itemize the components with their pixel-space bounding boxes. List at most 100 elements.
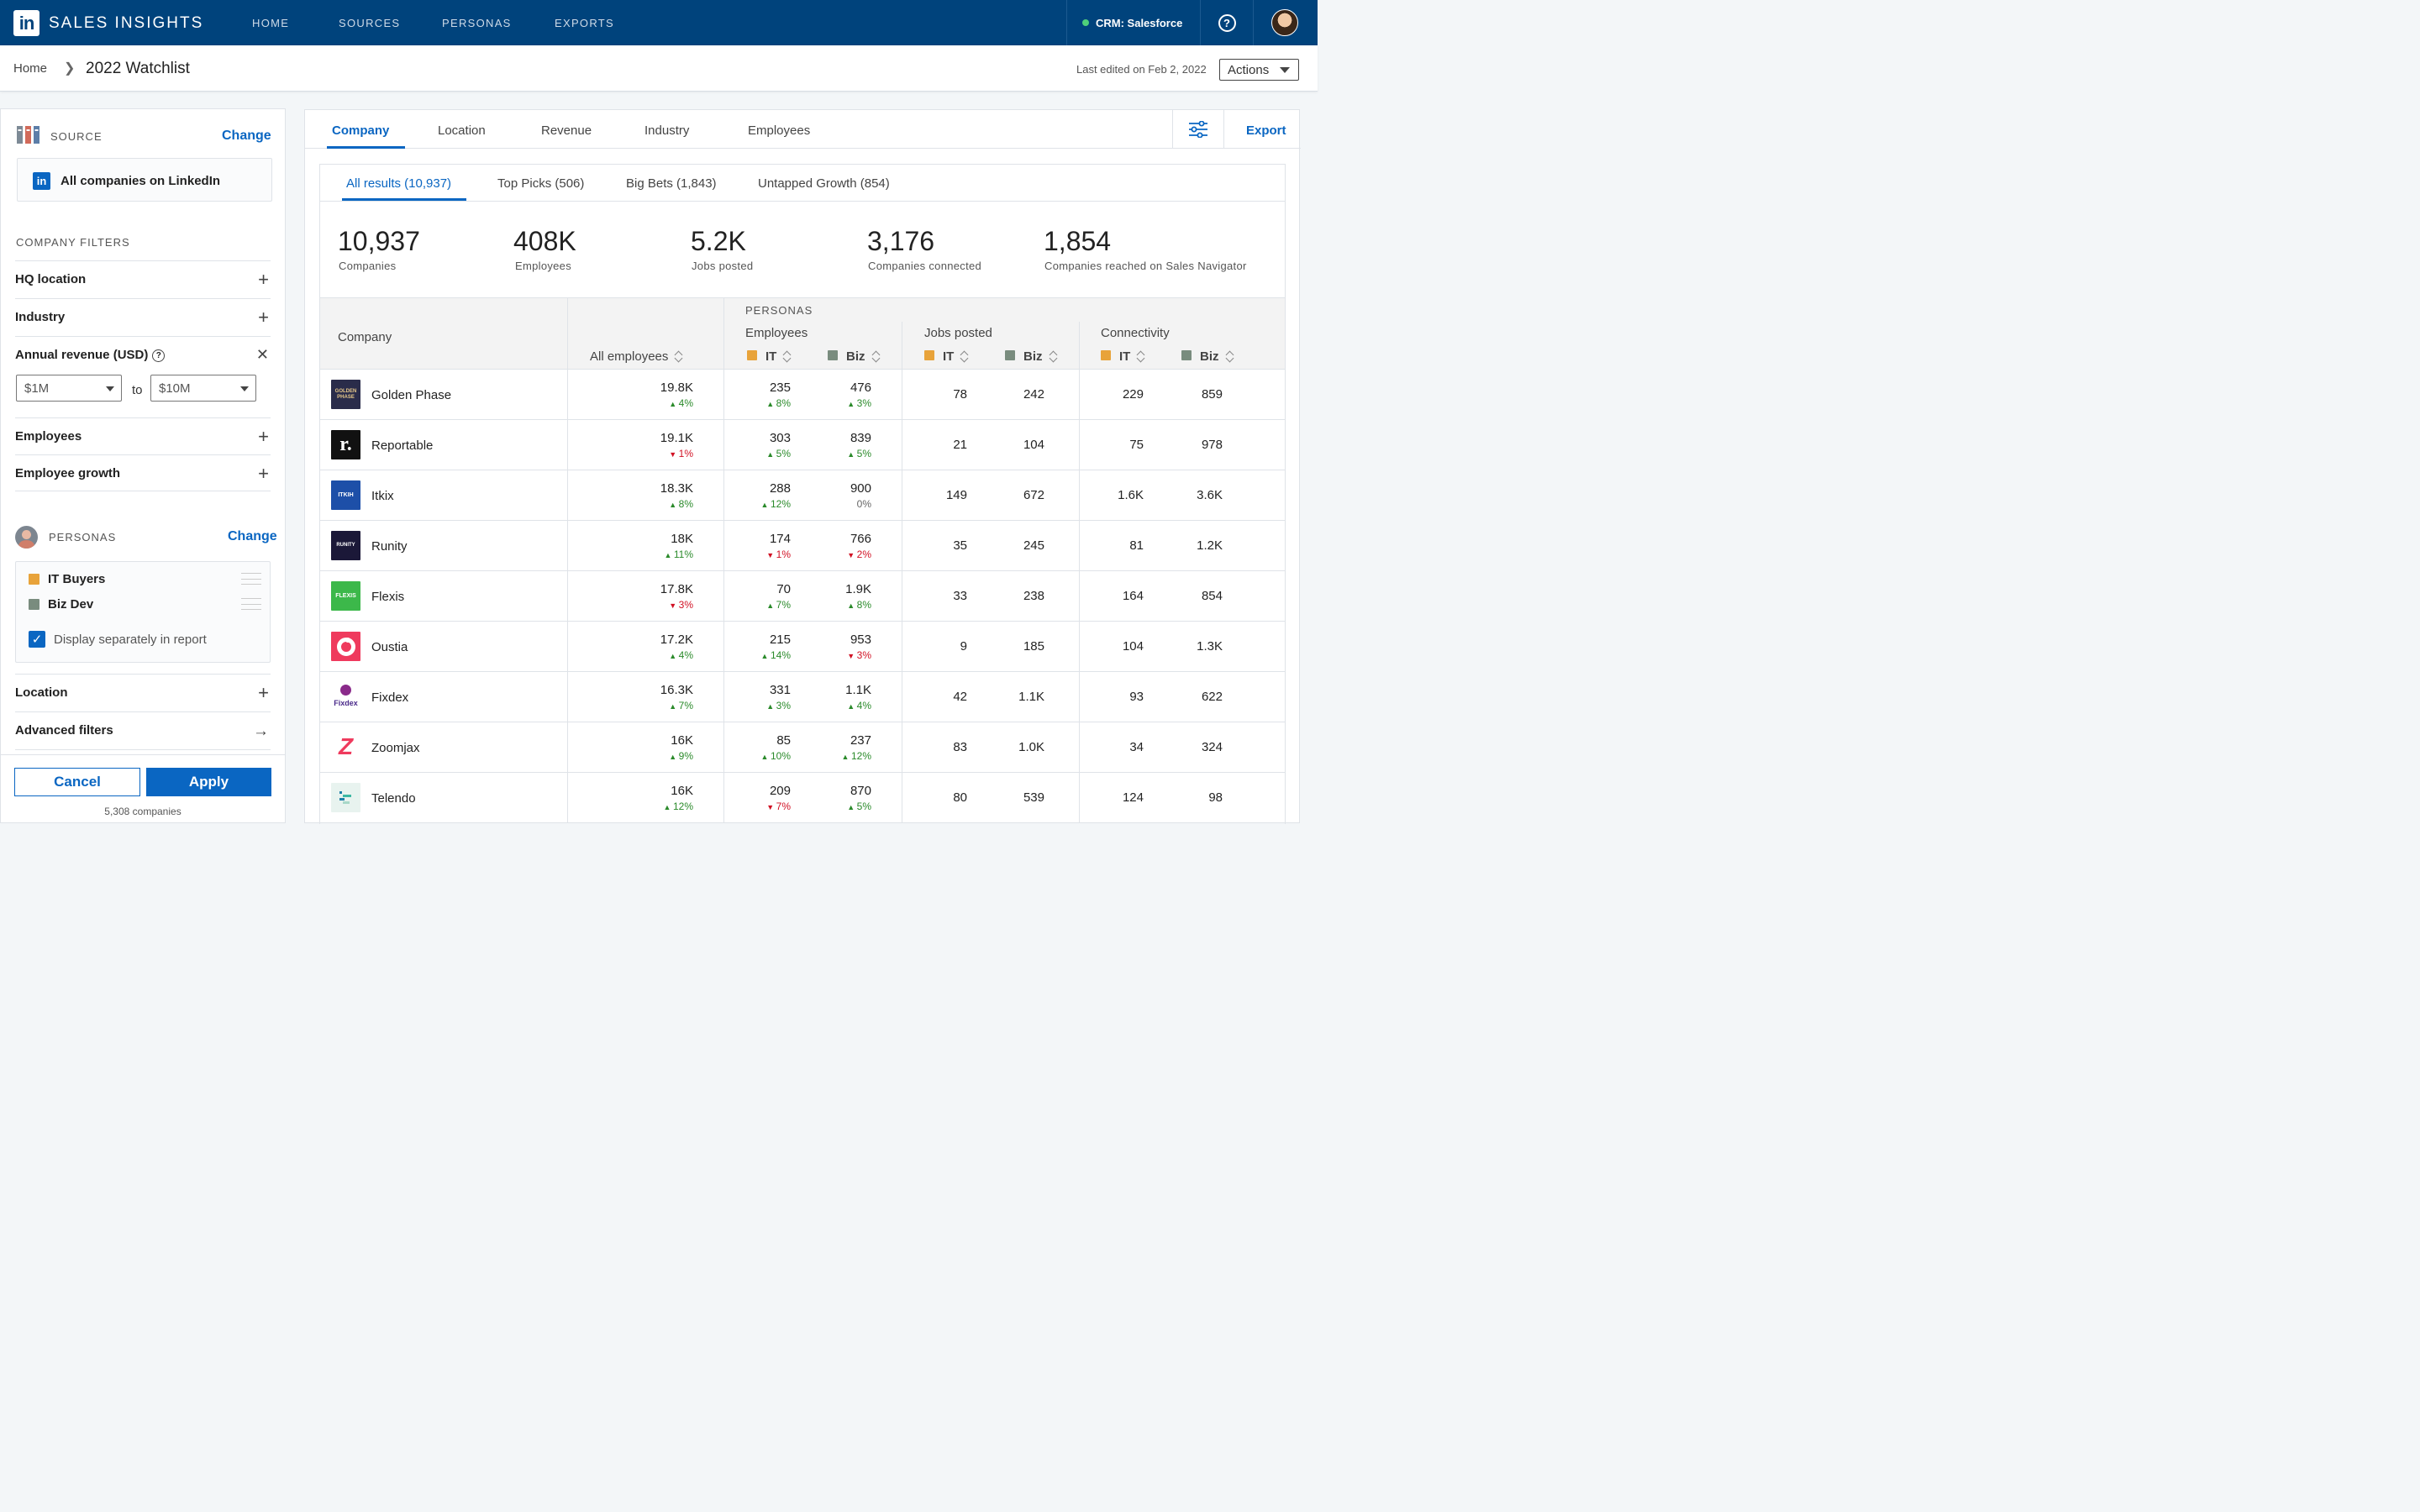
close-icon[interactable]: ✕ xyxy=(255,346,269,363)
top-bar: in SALES INSIGHTS HOME SOURCES PERSONAS … xyxy=(0,0,1318,45)
actions-dropdown[interactable]: Actions xyxy=(1219,59,1299,81)
tab-industry[interactable]: Industry xyxy=(644,123,690,138)
sort-icon[interactable] xyxy=(1137,349,1145,363)
subtab-big-bets[interactable]: Big Bets (1,843) xyxy=(626,176,717,191)
company-name[interactable]: Fixdex xyxy=(371,690,409,705)
connectivity-biz-value: 1.3K xyxy=(1197,639,1223,654)
subtab-top-picks[interactable]: Top Picks (506) xyxy=(497,176,585,191)
source-change-link[interactable]: Change xyxy=(222,129,271,143)
persona-it-buyers[interactable]: IT Buyers xyxy=(29,572,105,586)
stat-navigator-value: 1,854 xyxy=(1044,226,1112,256)
jobs-group-header: Jobs posted xyxy=(924,326,992,340)
subtab-all-results[interactable]: All results (10,937) xyxy=(346,176,452,191)
caret-down-icon xyxy=(240,386,249,391)
filter-location[interactable]: Location + xyxy=(15,674,271,712)
divider xyxy=(1079,420,1080,470)
col-company[interactable]: Company xyxy=(338,330,392,344)
filter-advanced[interactable]: Advanced filters → xyxy=(15,711,271,750)
export-button[interactable]: Export xyxy=(1246,123,1286,138)
source-icon xyxy=(17,126,39,144)
employees-biz-delta: 0% xyxy=(857,498,871,510)
plus-icon[interactable]: + xyxy=(258,463,269,484)
col-employees-biz[interactable]: Biz xyxy=(828,349,881,364)
company-name[interactable]: Itkix xyxy=(371,489,394,503)
cancel-button[interactable]: Cancel xyxy=(14,768,140,796)
apply-button[interactable]: Apply xyxy=(146,768,271,796)
plus-icon[interactable]: + xyxy=(258,307,269,328)
sort-icon[interactable] xyxy=(1226,349,1234,363)
nav-home[interactable]: HOME xyxy=(252,17,290,29)
col-connectivity-biz[interactable]: Biz xyxy=(1181,349,1234,364)
nav-personas[interactable]: PERSONAS xyxy=(442,17,512,29)
table-row[interactable]: FLEXIS Flexis 17.8K ▼ 3% 70 ▲ 7% 1.9K ▲ 8% 33 238… xyxy=(320,571,1285,622)
filter-industry[interactable]: Industry + xyxy=(15,298,271,335)
delta-value: 12% xyxy=(850,750,871,762)
filter-employee-growth[interactable]: Employee growth + xyxy=(15,454,271,491)
display-separately-checkbox[interactable]: ✓ xyxy=(29,631,45,648)
sort-icon[interactable] xyxy=(872,349,881,363)
divider xyxy=(1079,470,1080,521)
table-row[interactable]: RUNITY Runity 18K ▲ 11% 174 ▼ 1% 766 ▼ 2% 35 245 8… xyxy=(320,521,1285,571)
help-icon[interactable]: ? xyxy=(152,349,166,362)
linkedin-logo[interactable]: in xyxy=(13,10,39,36)
revenue-to-select[interactable]: $10M xyxy=(150,375,256,402)
divider xyxy=(723,722,724,773)
table-row[interactable]: Oustia 17.2K ▲ 4% 215 ▲ 14% 953 ▼ 3% 9 185 104 1.3… xyxy=(320,622,1285,672)
drag-handle-icon[interactable] xyxy=(241,573,261,585)
connectivity-it-value: 124 xyxy=(1122,790,1144,805)
stat-employees-label: Employees xyxy=(515,260,572,272)
divider xyxy=(567,470,568,521)
help-button[interactable]: ? xyxy=(1201,0,1254,45)
jobs-it-value: 9 xyxy=(960,639,967,654)
nav-exports[interactable]: EXPORTS xyxy=(555,17,614,29)
sort-icon[interactable] xyxy=(1050,349,1058,363)
sort-icon[interactable] xyxy=(675,349,683,363)
filter-employees[interactable]: Employees + xyxy=(15,417,271,454)
plus-icon[interactable]: + xyxy=(258,269,269,290)
col-label: Biz xyxy=(1023,349,1043,364)
company-name[interactable]: Zoomjax xyxy=(371,741,420,755)
stat-jobs-value: 5.2K xyxy=(691,226,746,256)
col-all-employees[interactable]: All employees xyxy=(590,349,683,364)
company-name[interactable]: Oustia xyxy=(371,640,408,654)
source-box[interactable]: in All companies on LinkedIn xyxy=(17,158,272,202)
sort-icon[interactable] xyxy=(960,349,969,363)
table-row[interactable]: Telendo 16K ▲ 12% 209 ▼ 7% 870 ▲ 5% 80 539 124 98 xyxy=(320,773,1285,823)
active-subtab-indicator xyxy=(342,198,466,201)
table-row[interactable]: r. Reportable 19.1K ▼ 1% 303 ▲ 5% 839 ▲ 5% 21 104… xyxy=(320,420,1285,470)
filter-hq-location[interactable]: HQ location + xyxy=(15,260,271,297)
col-employees-it[interactable]: IT xyxy=(747,349,792,364)
crm-status[interactable]: CRM: Salesforce xyxy=(1066,0,1201,45)
table-row[interactable]: Z Zoomjax 16K ▲ 9% 85 ▲ 10% 237 ▲ 12% 83 1.0K 34 32… xyxy=(320,722,1285,773)
plus-icon[interactable]: + xyxy=(258,682,269,703)
jobs-biz-value: 672 xyxy=(1023,488,1044,502)
company-name[interactable]: Flexis xyxy=(371,590,405,604)
col-connectivity-it[interactable]: IT xyxy=(1101,349,1145,364)
persona-biz-dev[interactable]: Biz Dev xyxy=(29,597,93,612)
table-row[interactable]: Fixdex Fixdex 16.3K ▲ 7% 331 ▲ 3% 1.1K ▲ 4% 42 1.… xyxy=(320,672,1285,722)
company-name[interactable]: Reportable xyxy=(371,438,434,453)
table-row[interactable]: ITKIH Itkix 18.3K ▲ 8% 288 ▲ 12% 900 0% 149 672 1.… xyxy=(320,470,1285,521)
jobs-biz-value: 539 xyxy=(1023,790,1044,805)
breadcrumb-home[interactable]: Home xyxy=(13,61,48,76)
tab-revenue[interactable]: Revenue xyxy=(541,123,592,138)
personas-change-link[interactable]: Change xyxy=(228,529,277,543)
tab-employees[interactable]: Employees xyxy=(748,123,811,138)
plus-icon[interactable]: + xyxy=(258,426,269,447)
drag-handle-icon[interactable] xyxy=(241,598,261,610)
tab-company[interactable]: Company xyxy=(332,123,390,138)
col-jobs-biz[interactable]: Biz xyxy=(1005,349,1058,364)
sort-icon[interactable] xyxy=(783,349,792,363)
company-name[interactable]: Telendo xyxy=(371,791,416,806)
user-avatar[interactable] xyxy=(1271,9,1298,36)
all-employees-delta: ▲ 11% xyxy=(664,549,693,560)
settings-button[interactable] xyxy=(1172,110,1224,149)
tab-location[interactable]: Location xyxy=(438,123,486,138)
table-row[interactable]: GOLDEN PHASE Golden Phase 19.8K ▲ 4% 235 ▲ 8%… xyxy=(320,370,1285,420)
subtab-untapped-growth[interactable]: Untapped Growth (854) xyxy=(758,176,890,191)
col-jobs-it[interactable]: IT xyxy=(924,349,969,364)
revenue-from-select[interactable]: $1M xyxy=(16,375,122,402)
company-name[interactable]: Runity xyxy=(371,539,408,554)
company-name[interactable]: Golden Phase xyxy=(371,388,452,402)
nav-sources[interactable]: SOURCES xyxy=(339,17,401,29)
